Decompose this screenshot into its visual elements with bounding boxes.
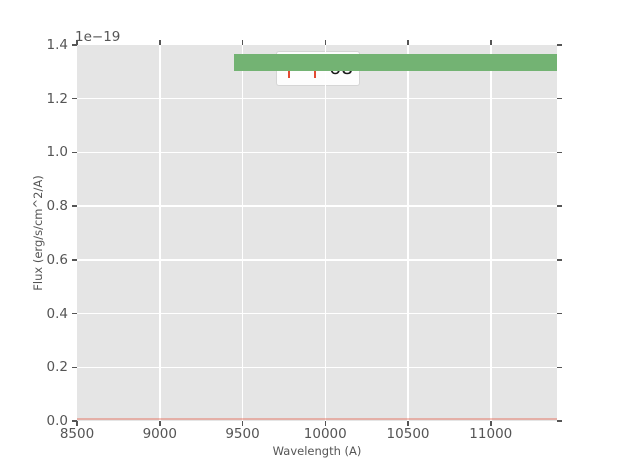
y-tick-mark-right — [557, 205, 562, 207]
y-tick-label: 0.0 — [46, 413, 68, 429]
x-tick-mark-top — [159, 40, 161, 45]
gridline-horizontal — [77, 97, 557, 100]
y-tick-mark-left — [72, 312, 77, 315]
y-tick-label: 0.8 — [46, 198, 68, 215]
gridline-vertical — [159, 45, 161, 421]
x-axis-label: Wavelength (A) — [272, 444, 362, 458]
y-tick-label: 0.6 — [46, 251, 68, 268]
y-tick-mark-right — [557, 420, 562, 422]
y-tick-mark-right — [557, 97, 562, 100]
gridline-vertical — [407, 45, 409, 421]
x-tick-mark-top — [407, 40, 409, 45]
y-tick-mark-right — [557, 151, 562, 154]
x-tick-mark-bottom — [241, 421, 244, 426]
x-tick-label: 8500 — [59, 426, 95, 442]
y-tick-mark-left — [72, 97, 77, 100]
gridline-horizontal — [77, 312, 557, 315]
y-axis-label: Flux (erg/s/cm^2/A) — [31, 175, 45, 291]
y-axis-offset-label: 1e−19 — [75, 29, 121, 45]
gridline-vertical — [324, 45, 327, 421]
x-tick-label: 10000 — [303, 426, 347, 442]
y-tick-mark-left — [72, 44, 77, 46]
y-tick-label: 1.2 — [46, 90, 68, 107]
y-tick-label: 0.4 — [46, 305, 68, 322]
y-tick-mark-right — [557, 312, 562, 315]
gridline-horizontal — [77, 205, 557, 207]
x-tick-label: 9000 — [142, 426, 177, 442]
gridline-horizontal — [77, 259, 557, 261]
x-tick-mark-bottom — [407, 421, 409, 426]
x-tick-mark-top — [241, 40, 244, 45]
x-tick-mark-top — [76, 40, 78, 45]
plot-area: 68 — [77, 45, 557, 421]
gridline-vertical — [490, 45, 492, 421]
x-tick-mark-top — [324, 40, 327, 45]
y-tick-label: 0.2 — [46, 359, 68, 376]
y-tick-mark-right — [557, 366, 562, 369]
x-tick-mark-bottom — [76, 421, 78, 426]
flux-band — [234, 54, 557, 72]
x-tick-label: 11000 — [469, 426, 513, 442]
x-tick-mark-bottom — [490, 421, 492, 426]
y-tick-mark-left — [72, 366, 77, 369]
y-tick-mark-left — [72, 259, 77, 261]
y-tick-mark-left — [72, 151, 77, 154]
x-tick-mark-top — [490, 40, 492, 45]
y-tick-label: 1.4 — [46, 37, 68, 53]
gridline-vertical — [241, 45, 244, 421]
x-tick-label: 9500 — [225, 426, 260, 442]
y-tick-mark-left — [72, 205, 77, 207]
y-tick-mark-right — [557, 259, 562, 261]
y-tick-label: 1.0 — [46, 144, 68, 161]
errorbar-series-line — [77, 418, 557, 421]
y-tick-mark-right — [557, 44, 562, 46]
y-tick-mark-left — [72, 420, 77, 422]
gridline-horizontal — [77, 366, 557, 369]
x-tick-mark-bottom — [159, 421, 161, 426]
x-tick-mark-bottom — [324, 421, 327, 426]
gridline-horizontal — [77, 151, 557, 154]
x-tick-label: 10500 — [386, 426, 430, 442]
